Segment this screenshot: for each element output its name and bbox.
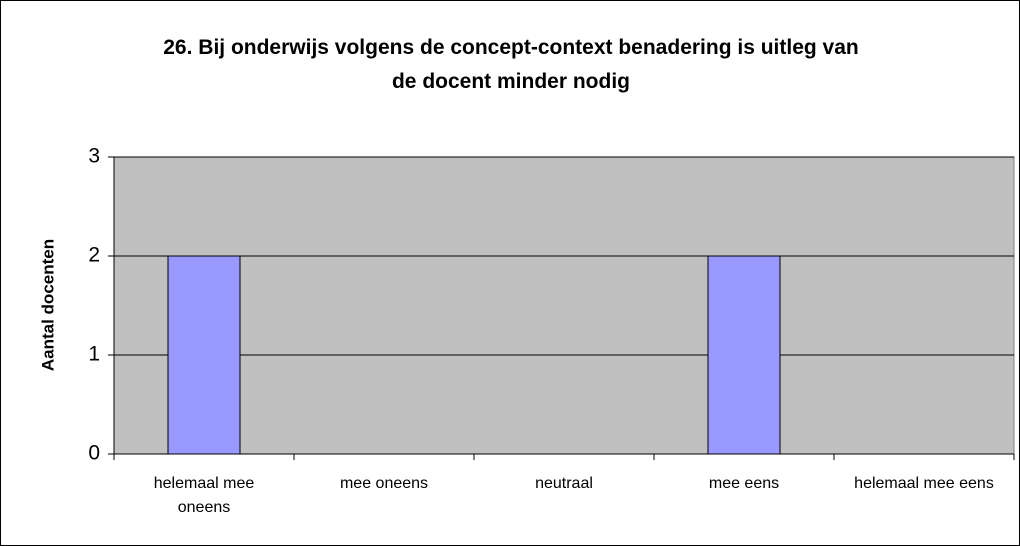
y-axis-label: Aantal docenten [38,239,57,371]
x-tick-label: helemaal mee eens [854,475,994,492]
y-tick-label: 0 [88,442,100,465]
x-tick-label: mee eens [708,475,780,492]
x-tick-label: neutraal [535,475,593,492]
x-tick-label: helemaal mee oneens [153,475,255,516]
bar [707,255,781,455]
y-tick-label: 1 [88,343,100,366]
chart-title: 26. Bij onderwijs volgens de concept-con… [163,36,859,93]
plot-area [113,156,1015,455]
x-tick-label: mee oneens [339,475,429,492]
bar [167,255,241,455]
y-tick-label: 2 [88,244,100,267]
y-tick-label: 3 [88,145,100,168]
